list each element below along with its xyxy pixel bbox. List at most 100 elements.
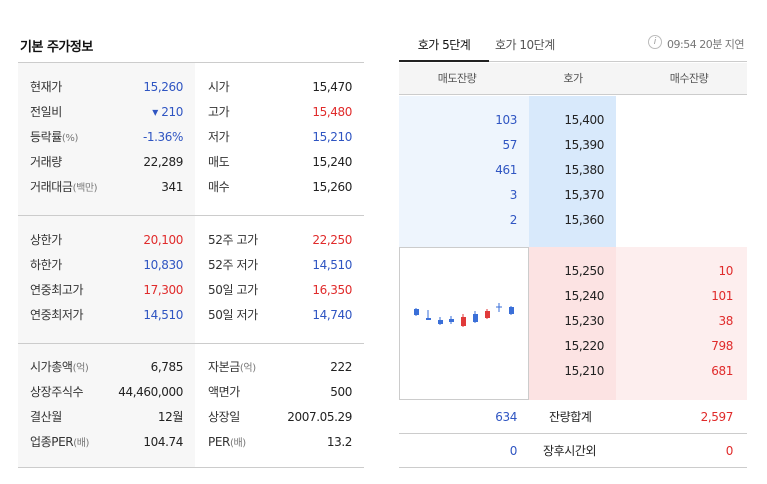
info-row: 연중최저가 14,510 50일 저가 14,740 (18, 303, 364, 328)
info-value: 6,785 (150, 360, 184, 374)
bid-qty: 10 (718, 264, 734, 278)
basic-info-panel: 현재가 15,260 시가 15,470 전일비 ▾ 210 고가 15,480 등락률(%) -… (18, 62, 364, 468)
after-hours-bid-qty: 0 (725, 444, 734, 458)
after-hours-ask-qty: 0 (509, 444, 518, 458)
basic-info-title: 기본 주가정보 (20, 40, 93, 55)
info-value: 22,250 (312, 233, 352, 247)
info-value: 17,300 (143, 283, 183, 297)
info-value: 341 (161, 180, 183, 194)
after-hours-label: 장후시간외 (543, 444, 597, 458)
info-label: 상장주식수 (30, 385, 84, 399)
bid-qty: 101 (711, 289, 733, 303)
info-row: 전일비 ▾ 210 고가 15,480 (18, 100, 364, 125)
info-label: 현재가 (30, 80, 62, 94)
bid-price[interactable]: 15,240 (564, 289, 604, 303)
info-value: 14,510 (312, 258, 352, 272)
info-value: 13.2 (326, 435, 353, 449)
candle-5 (461, 314, 466, 327)
bid-price[interactable]: 15,210 (564, 364, 604, 378)
candle-1 (414, 308, 419, 316)
ask-price[interactable]: 15,360 (564, 213, 604, 227)
info-value: 104.74 (143, 435, 183, 449)
total-bid-qty: 2,597 (700, 410, 734, 424)
info-label: 상장일 (208, 410, 240, 424)
info-label: PER(배) (208, 435, 246, 449)
candle-7 (485, 309, 490, 319)
bid-qty: 798 (711, 339, 733, 353)
info-label: 시가총액(억) (30, 360, 89, 374)
info-value: 15,480 (312, 105, 352, 119)
header-bid-qty: 매수잔량 (669, 72, 709, 85)
ask-price[interactable]: 15,370 (564, 188, 604, 202)
info-value: -1.36% (142, 130, 183, 144)
info-label: 52주 고가 (208, 233, 258, 247)
info-value: 500 (330, 385, 352, 399)
range-section: 상한가 20,100 52주 고가 22,250 하한가 10,830 52주 저가 14,5… (18, 215, 364, 343)
info-row: 업종PER(배) 104.74 PER(배) 13.2 (18, 430, 364, 455)
ask-qty: 103 (495, 113, 517, 127)
info-value: 222 (330, 360, 352, 374)
info-row: 하한가 10,830 52주 저가 14,510 (18, 253, 364, 278)
bid-qty-column (616, 247, 747, 400)
header-ask-qty: 매도잔량 (437, 72, 477, 85)
candle-2 (426, 310, 431, 320)
ask-qty: 57 (502, 138, 518, 152)
after-hours-row: 0 장후시간외 0 (399, 434, 747, 468)
info-value: 22,289 (143, 155, 183, 169)
info-value: ▾ 210 (152, 105, 183, 119)
info-row: 거래량 22,289 매도 15,240 (18, 150, 364, 175)
bid-price[interactable]: 15,250 (564, 264, 604, 278)
info-label: 하한가 (30, 258, 62, 272)
ask-qty: 2 (509, 213, 518, 227)
orderbook-header: 매도잔량 호가 매수잔량 (399, 63, 747, 95)
info-value: 15,210 (312, 130, 352, 144)
info-value: 44,460,000 (118, 385, 183, 399)
info-icon[interactable]: i (648, 35, 662, 49)
info-label: 전일비 (30, 105, 62, 119)
info-value: 15,240 (312, 155, 352, 169)
candle-chart-svg (414, 303, 514, 327)
header-price: 호가 (563, 72, 583, 85)
info-row: 시가총액(억) 6,785 자본금(억) 222 (18, 355, 364, 380)
ask-qty: 3 (509, 188, 518, 202)
ask-price[interactable]: 15,400 (564, 113, 604, 127)
candle-4 (449, 316, 454, 324)
info-label: 50일 저가 (208, 308, 258, 322)
ask-price[interactable]: 15,390 (564, 138, 604, 152)
orderbook-tabs: 호가 5단계 호가 10단계 (399, 28, 747, 62)
bid-qty: 681 (711, 364, 733, 378)
bid-qty: 38 (718, 314, 734, 328)
ask-qty: 461 (495, 163, 517, 177)
tab-5-levels[interactable]: 호가 5단계 (399, 28, 489, 62)
info-label: 50일 고가 (208, 283, 258, 297)
total-remaining-label: 잔량합계 (549, 410, 592, 424)
info-row: 결산월 12월 상장일 2007.05.29 (18, 405, 364, 430)
ask-qty-column (399, 96, 529, 247)
company-section: 시가총액(억) 6,785 자본금(억) 222 상장주식수 44,460,000 액면가 5… (18, 343, 364, 467)
info-label: 시가 (208, 80, 230, 94)
info-value: 20,100 (143, 233, 183, 247)
ask-price[interactable]: 15,380 (564, 163, 604, 177)
bid-price[interactable]: 15,230 (564, 314, 604, 328)
info-value: 12월 (157, 410, 184, 424)
info-label: 연중최저가 (30, 308, 84, 322)
info-label: 액면가 (208, 385, 240, 399)
bid-price[interactable]: 15,220 (564, 339, 604, 353)
info-value: 2007.05.29 (287, 410, 352, 424)
info-label: 매수 (208, 180, 230, 194)
info-row: 등락률(%) -1.36% 저가 15,210 (18, 125, 364, 150)
info-label: 연중최고가 (30, 283, 84, 297)
info-label: 거래량 (30, 155, 62, 169)
info-row: 연중최고가 17,300 50일 고가 16,350 (18, 278, 364, 303)
info-value: 14,740 (312, 308, 352, 322)
info-value: 15,470 (312, 80, 352, 94)
info-label: 매도 (208, 155, 230, 169)
info-label: 결산월 (30, 410, 62, 424)
info-label: 자본금(억) (208, 360, 256, 374)
ask-price-column (529, 96, 616, 247)
tab-10-levels[interactable]: 호가 10단계 (495, 38, 555, 52)
info-value: 10,830 (143, 258, 183, 272)
info-label: 고가 (208, 105, 230, 119)
info-value: 15,260 (143, 80, 183, 94)
info-value: 16,350 (312, 283, 352, 297)
